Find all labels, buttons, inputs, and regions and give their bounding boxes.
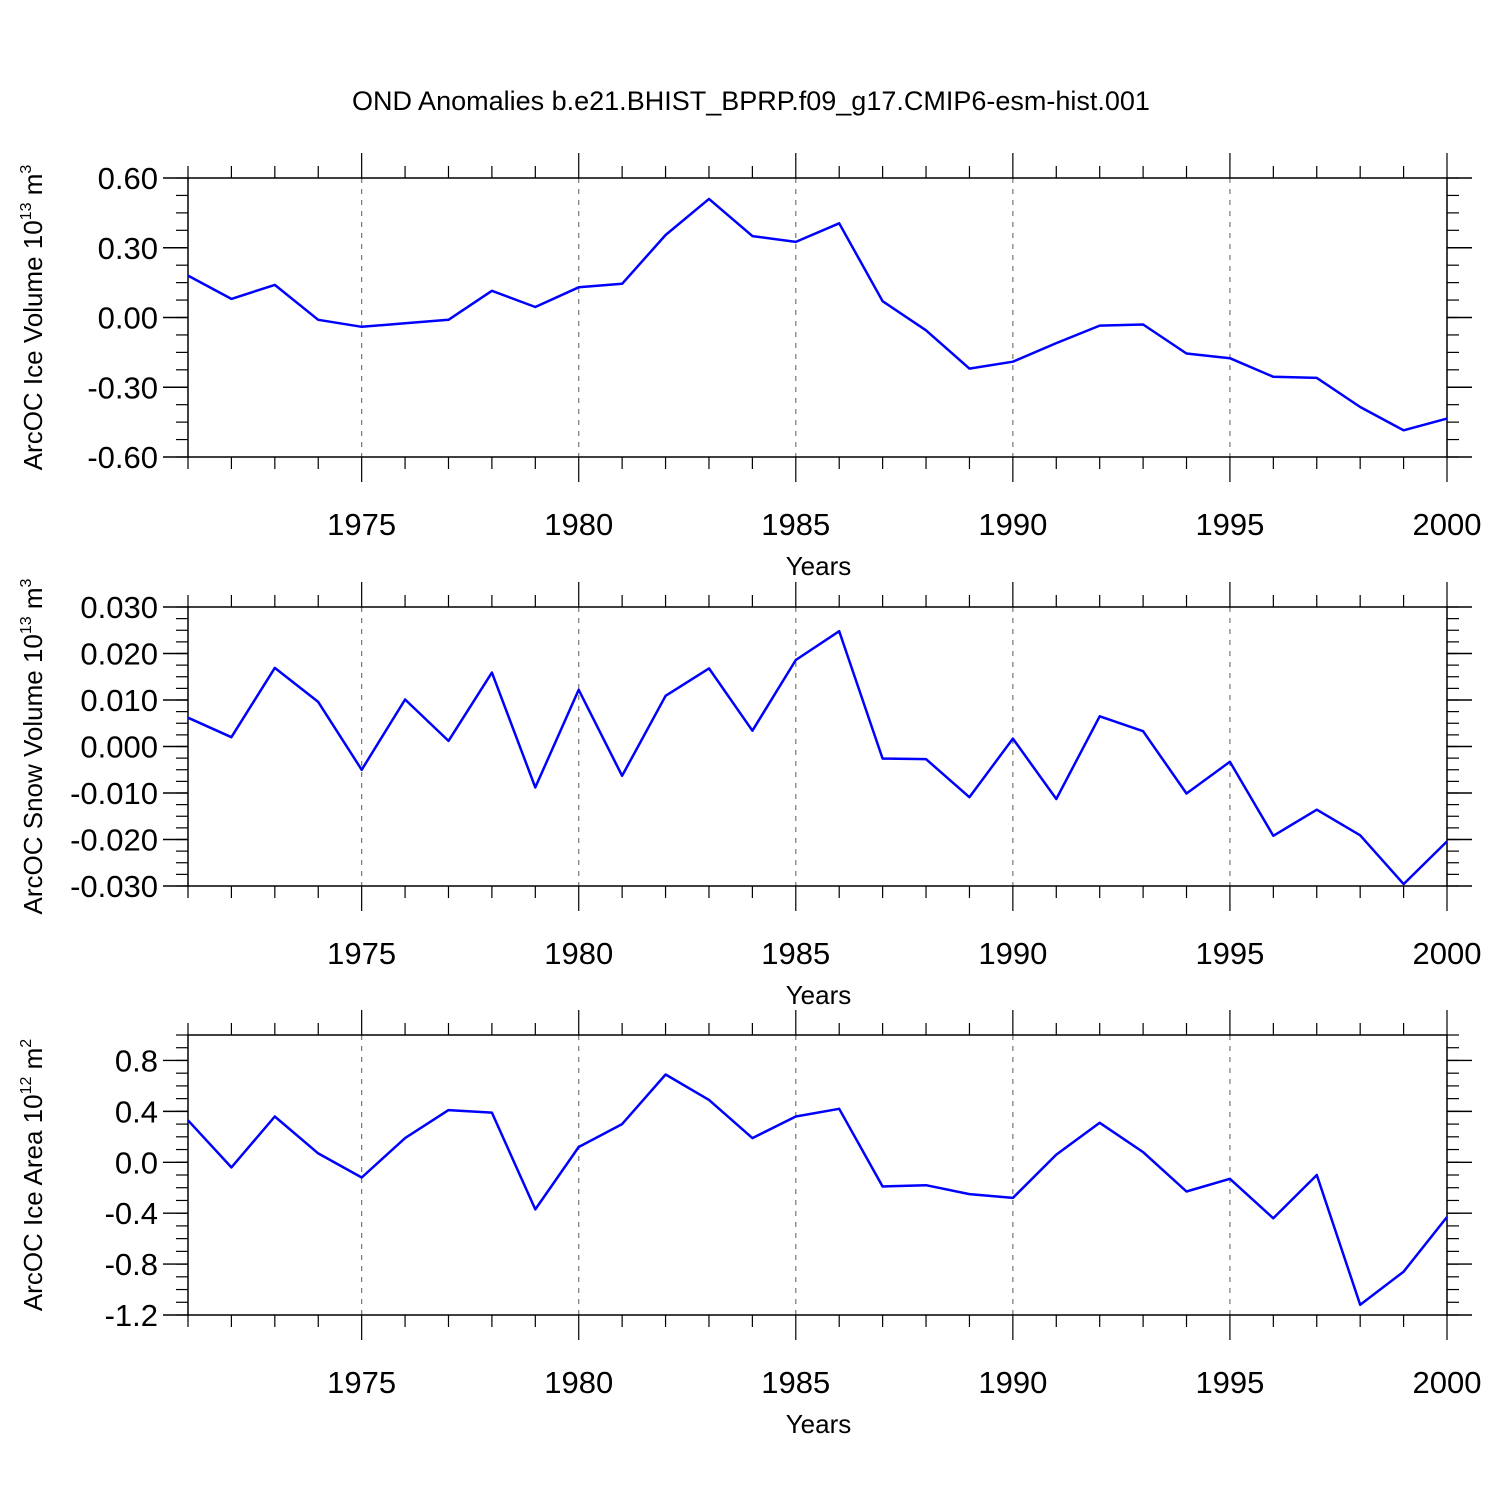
x-tick-label: 2000 [1413,936,1482,971]
y-tick-label: 0.00 [98,301,158,336]
x-tick-label: 2000 [1413,507,1482,542]
y-tick-label: 0.4 [115,1094,158,1129]
y-tick-label: -0.030 [70,869,158,904]
y-axis-label: ArcOC Ice Volume 1013 m3 [18,165,48,471]
y-axis-label-text: ArcOC Snow Volume 10 [18,634,48,914]
y-axis-label-unit: m [18,1048,48,1077]
y-axis-label-unit-exponent: 3 [18,578,35,587]
x-tick-label: 1995 [1195,1365,1264,1400]
x-tick-label: 1985 [761,1365,830,1400]
y-tick-label: -1.2 [105,1298,158,1333]
x-tick-label: 1975 [327,1365,396,1400]
x-tick-label: 1990 [978,507,1047,542]
x-tick-label: 1985 [761,507,830,542]
y-tick-label: 0.000 [80,730,158,765]
y-axis-label-exponent: 13 [18,616,35,634]
x-tick-label: 1975 [327,507,396,542]
y-tick-label: 0.020 [80,637,158,672]
y-tick-label: -0.020 [70,823,158,858]
y-tick-label: 0.0 [115,1145,158,1180]
x-tick-label: 2000 [1413,1365,1482,1400]
y-axis-label-unit: m [18,174,48,203]
y-axis-label-unit-exponent: 2 [18,1039,35,1048]
series-line [187,629,1448,886]
y-tick-label: 0.030 [80,590,158,625]
y-axis-label-unit-exponent: 3 [18,165,35,174]
x-tick-label: 1995 [1195,507,1264,542]
figure-title: OND Anomalies b.e21.BHIST_BPRP.f09_g17.C… [352,86,1150,116]
y-tick-label: -0.30 [87,370,158,405]
y-tick-label: 0.010 [80,683,158,718]
y-axis-label: ArcOC Snow Volume 1013 m3 [18,578,48,914]
y-axis-label: ArcOC Ice Area 1012 m2 [18,1039,48,1311]
x-axis-label: Years [786,1409,852,1439]
series-line [187,1073,1448,1307]
x-axis-label: Years [786,980,852,1010]
y-axis-label-exponent: 13 [18,202,35,220]
x-tick-label: 1980 [544,507,613,542]
y-axis-label-text: ArcOC Ice Volume 10 [18,220,48,470]
y-tick-label: 0.60 [98,161,158,196]
y-tick-label: -0.4 [105,1196,158,1231]
y-tick-label: 0.8 [115,1043,158,1078]
x-tick-label: 1985 [761,936,830,971]
panel-snow-volume: -0.030 -0.020 -0.010 0.000 0.010 0.020 0.030 19… [18,578,1481,1010]
plot-frame [187,177,1448,458]
x-tick-label: 1980 [544,1365,613,1400]
y-axis-label-exponent: 12 [18,1077,35,1095]
x-axis-label: Years [786,551,852,581]
series-line [187,197,1448,432]
y-tick-label: 0.30 [98,231,158,266]
x-tick-label: 1990 [978,1365,1047,1400]
y-tick-label: -0.010 [70,776,158,811]
panel-ice-area: -1.2 -0.8 -0.4 0.0 0.4 0.8 1975 1980 1985 1990 199… [18,1010,1481,1439]
y-tick-label: -0.60 [87,440,158,475]
y-axis-label-text: ArcOC Ice Area 10 [18,1094,48,1311]
x-tick-label: 1980 [544,936,613,971]
x-tick-label: 1990 [978,936,1047,971]
y-axis-label-unit: m [18,587,48,616]
plot-frame [187,1034,1448,1316]
x-tick-label: 1995 [1195,936,1264,971]
panel-ice-volume: -0.60 -0.30 0.00 0.30 0.60 1975 1980 1985 1990 19… [18,153,1481,581]
x-tick-label: 1975 [327,936,396,971]
y-tick-label: -0.8 [105,1247,158,1282]
